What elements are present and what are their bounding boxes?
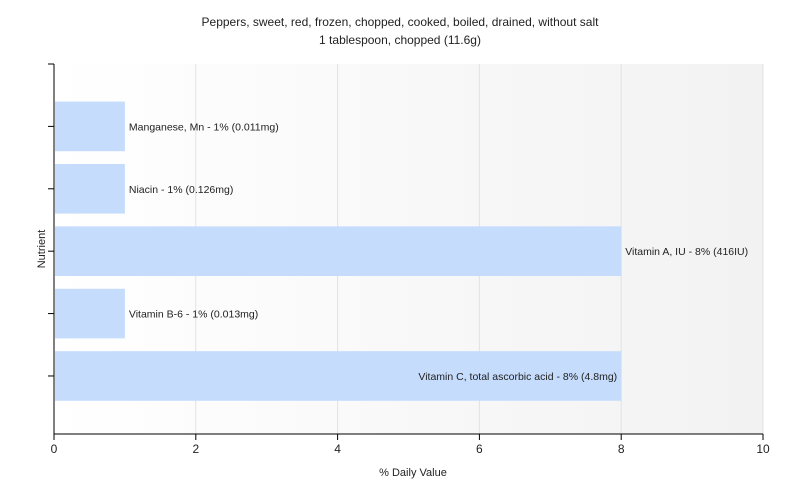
bar xyxy=(55,288,125,339)
bar-label: Vitamin C, total ascorbic acid - 8% (4.8… xyxy=(418,371,617,383)
bar-label: Vitamin A, IU - 8% (416IU) xyxy=(625,246,748,258)
x-tick-label: 6 xyxy=(476,442,483,456)
x-tick-label: 0 xyxy=(51,442,58,456)
bar xyxy=(55,101,125,152)
bar-label: Vitamin B-6 - 1% (0.013mg) xyxy=(129,309,258,321)
x-tick-label: 8 xyxy=(618,442,625,456)
bar-label: Manganese, Mn - 1% (0.011mg) xyxy=(129,121,279,133)
x-tick-label: 2 xyxy=(192,442,199,456)
y-axis-label: Nutrient xyxy=(36,230,48,269)
chart-subtitle: 1 tablespoon, chopped (11.6g) xyxy=(319,33,481,47)
x-tick-label: 10 xyxy=(756,442,770,456)
bar xyxy=(55,351,622,401)
x-axis-label: % Daily Value xyxy=(379,467,447,479)
bar-label: Niacin - 1% (0.126mg) xyxy=(129,184,233,196)
chart-title: Peppers, sweet, red, frozen, chopped, co… xyxy=(201,15,599,29)
bar xyxy=(55,163,125,214)
bar xyxy=(55,226,622,276)
x-tick-label: 4 xyxy=(334,442,341,456)
